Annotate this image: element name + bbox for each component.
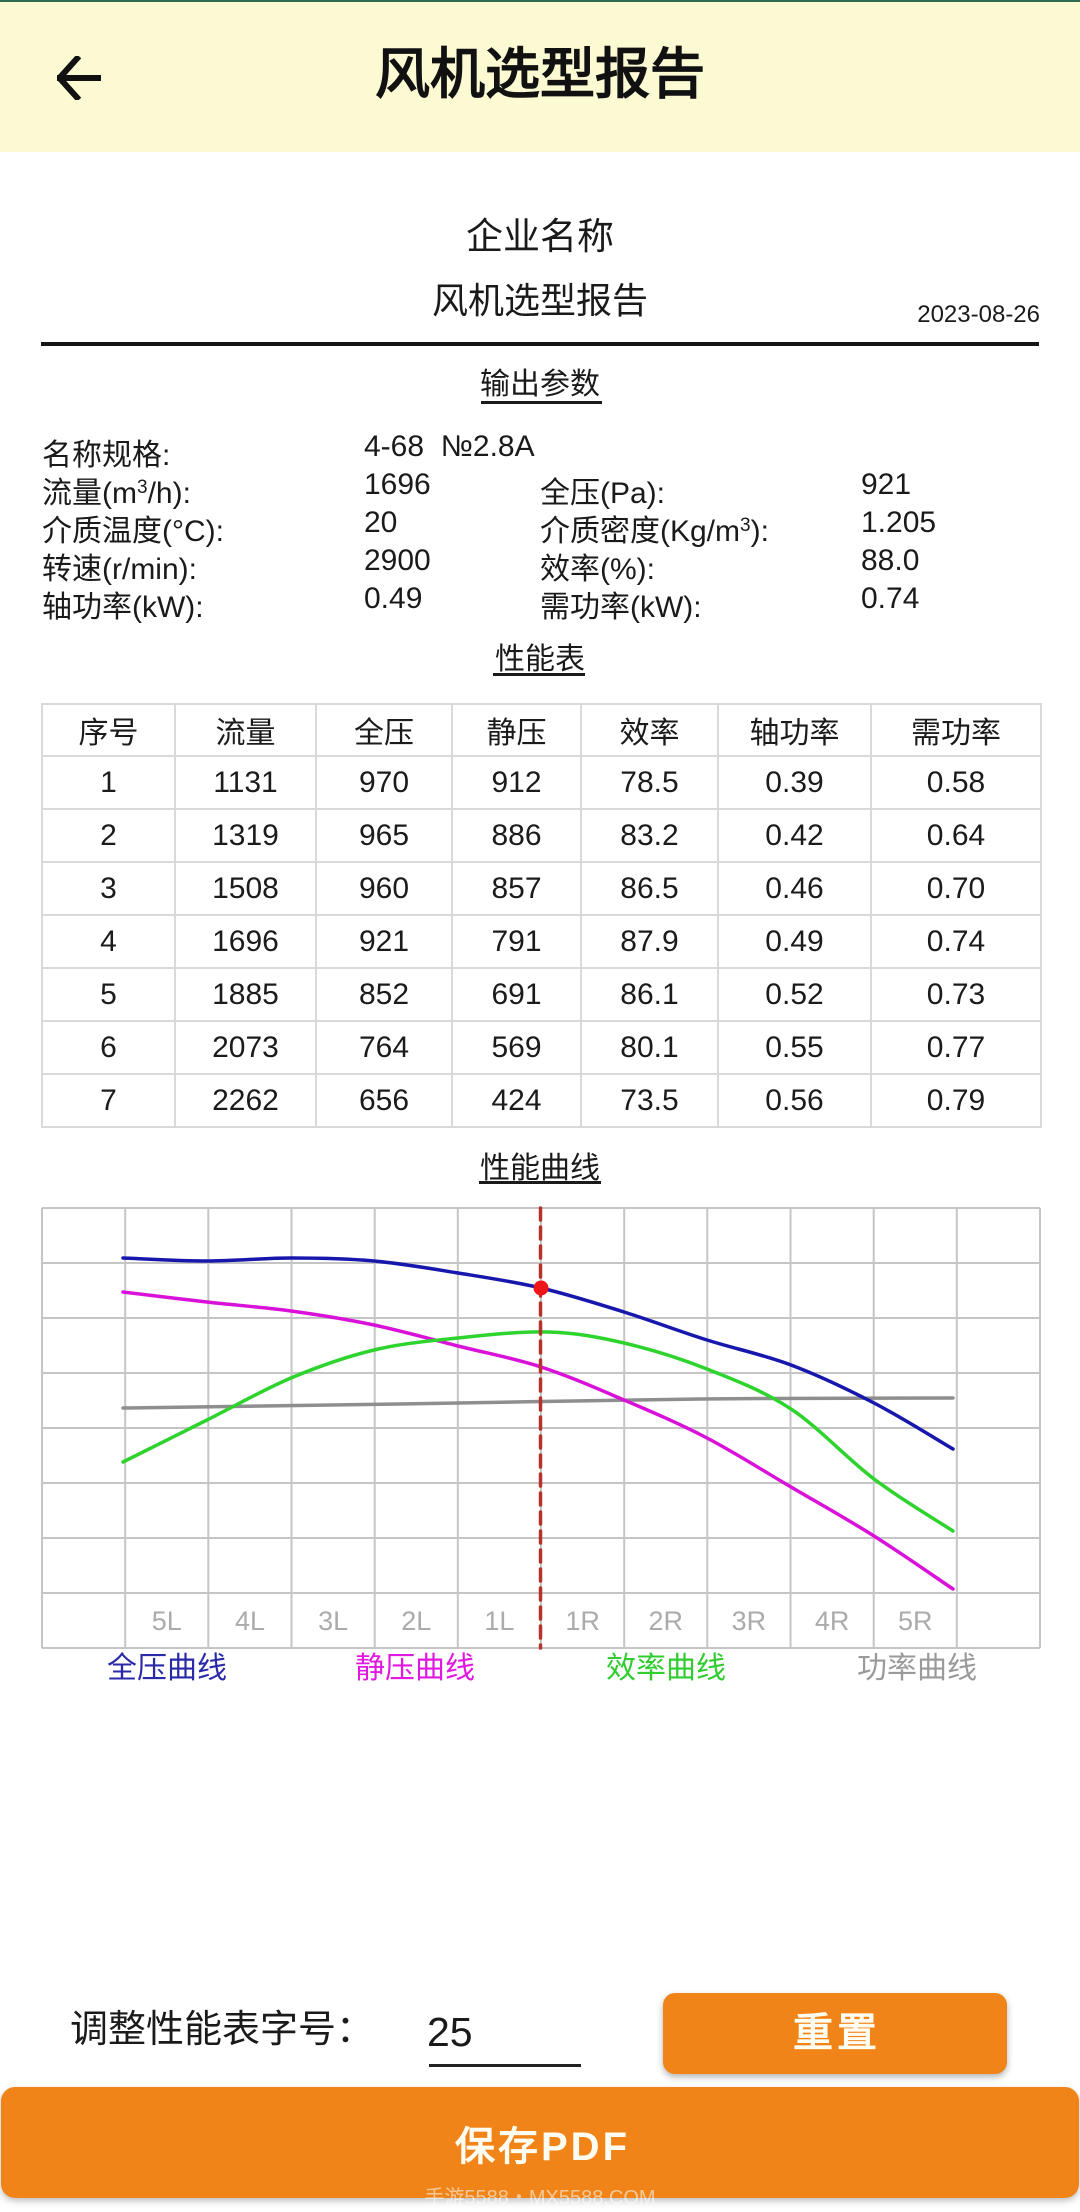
svg-text:3L: 3L	[318, 1606, 348, 1636]
svg-text:1L: 1L	[484, 1606, 514, 1636]
svg-text:5L: 5L	[152, 1606, 182, 1636]
svg-text:3R: 3R	[732, 1606, 767, 1636]
svg-text:5R: 5R	[898, 1606, 933, 1636]
svg-text:4R: 4R	[815, 1606, 850, 1636]
svg-text:1R: 1R	[565, 1606, 600, 1636]
svg-text:4L: 4L	[235, 1606, 265, 1636]
svg-text:2L: 2L	[401, 1606, 431, 1636]
svg-text:2R: 2R	[649, 1606, 684, 1636]
